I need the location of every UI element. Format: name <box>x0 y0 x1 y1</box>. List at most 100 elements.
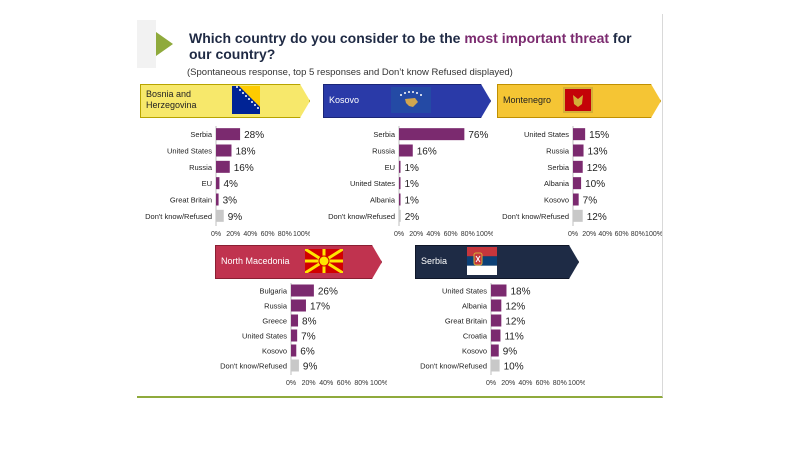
category-label: Croatia <box>463 332 488 341</box>
data-label: 10% <box>585 179 605 190</box>
category-label: Great Britain <box>445 317 487 326</box>
x-tick-label: 80% <box>553 380 567 387</box>
data-label: 6% <box>300 347 315 358</box>
bar <box>491 359 500 372</box>
bar <box>573 160 583 173</box>
category-label: Serbia <box>373 130 396 139</box>
bar <box>216 160 230 173</box>
x-tick-label: 0% <box>211 231 221 238</box>
data-label: 11% <box>504 332 523 343</box>
data-label: 12% <box>587 163 607 174</box>
x-tick-label: 0% <box>486 380 496 387</box>
x-tick-label: 80% <box>354 380 368 387</box>
category-label: Russia <box>372 147 396 156</box>
data-label: 16% <box>417 147 437 158</box>
panel-montenegro: Montenegro United States 15% Russia 13% Serb… <box>497 84 662 244</box>
data-label: 7% <box>583 196 598 207</box>
banner-bosnia <box>140 84 310 118</box>
data-label: 8% <box>302 317 317 328</box>
arrow-icon <box>156 32 173 56</box>
bar <box>399 128 465 141</box>
bar <box>216 209 224 222</box>
data-label: 3% <box>223 196 238 207</box>
data-label: 1% <box>405 163 420 174</box>
category-label: Russia <box>189 163 213 172</box>
data-label: 9% <box>303 362 318 373</box>
category-label: Russia <box>546 147 570 156</box>
x-tick-label: 80% <box>631 231 645 238</box>
bar <box>491 329 501 342</box>
x-tick-label: 0% <box>286 380 296 387</box>
banner-north-macedonia <box>215 245 382 279</box>
x-tick-label: 20% <box>501 380 515 387</box>
chart-kosovo: Serbia 76% Russia 16% EU 1% United States 1% Alb… <box>328 126 493 238</box>
chart-north-macedonia: Bulgaria 26% Russia 17% Greece 8% United State… <box>220 283 387 387</box>
banner-label-kosovo: Kosovo <box>329 94 360 105</box>
bar <box>291 329 298 342</box>
data-label: 1% <box>405 196 420 207</box>
category-label: Don't know/Refused <box>502 212 569 221</box>
category-label: Kosovo <box>544 196 569 205</box>
banner-label-bosnia: Bosnia and Herzegovina <box>146 89 197 110</box>
data-label: 76% <box>468 130 488 141</box>
x-tick-label: 100% <box>370 380 387 387</box>
bosnia-flag-icon <box>232 86 260 114</box>
category-label: Serbia <box>190 130 213 139</box>
data-label: 4% <box>223 179 238 190</box>
x-tick-label: 100% <box>293 231 310 238</box>
category-label: United States <box>524 130 569 139</box>
bar <box>291 344 297 357</box>
data-label: 7% <box>301 332 316 343</box>
panel-serbia: Serbia United States 18% Albania 12% Great B… <box>415 245 585 395</box>
data-label: 26% <box>318 287 338 298</box>
x-tick-label: 100% <box>476 231 493 238</box>
banner-serbia <box>415 245 579 279</box>
serbia-flag-icon <box>467 247 497 275</box>
x-tick-label: 100% <box>568 380 585 387</box>
data-label: 9% <box>503 347 518 358</box>
data-label: 15% <box>589 130 609 141</box>
x-tick-label: 100% <box>645 231 662 238</box>
x-tick-label: 20% <box>582 231 596 238</box>
bar <box>291 359 299 372</box>
category-label: Serbia <box>547 163 570 172</box>
category-label: United States <box>442 287 487 296</box>
x-tick-label: 40% <box>518 380 532 387</box>
data-label: 16% <box>234 163 254 174</box>
category-label: Albania <box>370 196 396 205</box>
data-label: 13% <box>588 147 608 158</box>
bar <box>399 144 413 157</box>
bar <box>573 144 584 157</box>
category-label: Greece <box>262 317 287 326</box>
x-tick-label: 20% <box>302 380 316 387</box>
north-macedonia-flag-icon <box>304 247 344 275</box>
category-label: EU <box>385 163 395 172</box>
bar <box>399 193 401 206</box>
banner-label-montenegro: Montenegro <box>503 94 552 105</box>
bar <box>216 144 232 157</box>
x-tick-label: 20% <box>226 231 240 238</box>
x-tick-label: 60% <box>615 231 629 238</box>
x-tick-label: 0% <box>394 231 404 238</box>
bar <box>291 284 314 297</box>
slide-title: Which country do you consider to be the … <box>189 30 649 62</box>
category-label: Great Britain <box>170 196 212 205</box>
category-label: Don't know/Refused <box>420 362 487 371</box>
x-tick-label: 20% <box>409 231 423 238</box>
x-tick-label: 80% <box>461 231 475 238</box>
bar <box>216 177 220 190</box>
x-tick-label: 80% <box>278 231 292 238</box>
x-tick-label: 40% <box>598 231 612 238</box>
bar <box>573 193 579 206</box>
chart-serbia: United States 18% Albania 12% Great Britain 1… <box>420 283 585 387</box>
bar <box>216 128 241 141</box>
title-highlight: most important threat <box>464 30 610 46</box>
category-label: Don't know/Refused <box>145 212 212 221</box>
data-label: 12% <box>505 302 525 313</box>
slide-subtitle: (Spontaneous response, top 5 responses a… <box>187 67 513 78</box>
panel-kosovo: Kosovo Serbia 76% Russia 16% EU 1% United Stat… <box>323 84 493 244</box>
x-tick-label: 40% <box>243 231 257 238</box>
x-tick-label: 60% <box>536 380 550 387</box>
category-label: Russia <box>264 302 288 311</box>
title-suffix: for our country? <box>189 30 632 62</box>
